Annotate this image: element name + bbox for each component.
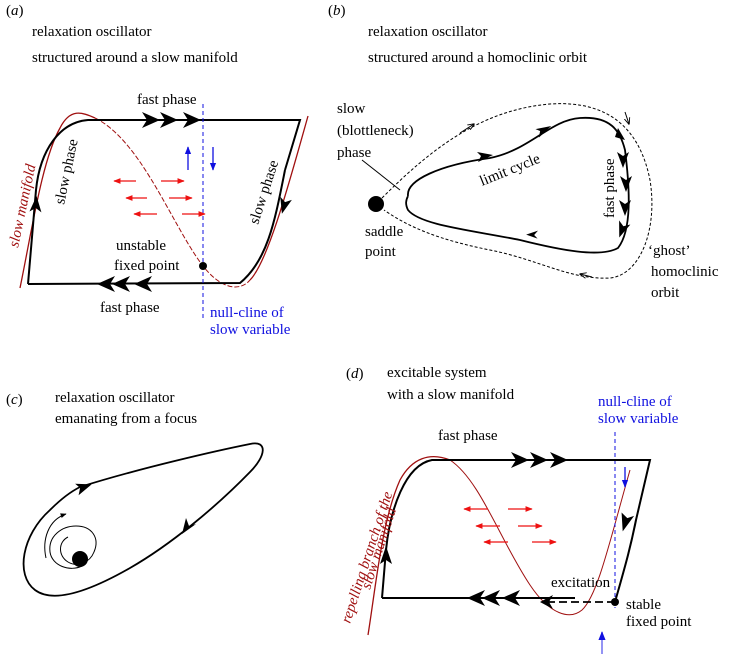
- cycle-arrow-icon: [75, 483, 92, 496]
- label-stable: stable: [626, 597, 661, 613]
- fast-arrow-icon: [97, 276, 115, 292]
- panel-b-title-line1: relaxation oscillator: [368, 24, 488, 40]
- panel-a-label: (a): [6, 3, 24, 19]
- fast-arrow-icon: [183, 112, 201, 128]
- panel-d: (d) excitable system with a slow manifol…: [320, 365, 732, 654]
- stable-fixed-point-dot: [611, 598, 619, 606]
- cycle-arrow-icon: [182, 518, 196, 534]
- orbit-arrow-icon: [459, 124, 474, 134]
- panel-d-title-line2: with a slow manifold: [387, 387, 515, 403]
- ghost-homoclinic-orbit: [381, 103, 653, 279]
- label-point: point: [365, 244, 397, 260]
- fast-arrow-icon: [619, 200, 631, 216]
- panel-a: (a) relaxation oscillator structured aro…: [0, 0, 330, 340]
- slow-arrow-up-icon: [29, 196, 42, 213]
- panel-d-label: (d): [346, 366, 364, 382]
- label-fast-phase: fast phase: [602, 158, 618, 218]
- label-ghost: ‘ghost’: [648, 243, 691, 259]
- cycle-arrow-icon: [535, 125, 552, 138]
- fast-arrow-icon: [615, 128, 625, 140]
- fast-arrow-icon: [540, 595, 553, 609]
- orbit-arrow-icon: [580, 274, 593, 277]
- slow-arrow-up-icon: [380, 546, 392, 564]
- limit-cycle: [27, 112, 302, 292]
- panel-b: (b) relaxation oscillator structured aro…: [320, 0, 732, 340]
- label-fast-phase-top: fast phase: [137, 92, 197, 108]
- cycle-arrow-icon: [477, 152, 493, 162]
- panel-b-label: (b): [328, 3, 346, 19]
- fast-arrow-icon: [617, 152, 629, 168]
- limit-cycle: [22, 442, 264, 597]
- cycle-arrow-icon: [526, 230, 538, 239]
- label-nullcline-1: null-cline of: [210, 305, 284, 321]
- label-phase: phase: [337, 145, 371, 161]
- panel-c-diagram: [22, 442, 264, 597]
- fast-arrow-icon: [619, 220, 631, 238]
- label-excitation: excitation: [551, 575, 611, 591]
- label-slow-phase-left: slow phase: [52, 137, 81, 205]
- fast-arrow-icon: [511, 452, 529, 468]
- slow-arrow-down-icon: [280, 196, 292, 214]
- label-fast-phase: fast phase: [438, 428, 498, 444]
- label-bottleneck: (blottleneck): [337, 123, 414, 139]
- label-nullcline-1: null-cline of: [598, 394, 672, 410]
- focus-point-dot: [72, 551, 88, 567]
- saddle-point-dot: [368, 196, 384, 212]
- label-nullcline-2: slow variable: [598, 411, 679, 427]
- fast-arrow-icon: [550, 452, 568, 468]
- label-orbit: orbit: [651, 285, 680, 301]
- panel-c-label: (c): [6, 392, 23, 408]
- fast-arrow-icon: [134, 276, 152, 292]
- panel-d-diagram: fast phase null-cline of slow variable r…: [339, 394, 692, 654]
- panel-d-title-line1: excitable system: [387, 365, 487, 381]
- fast-arrow-icon: [160, 112, 178, 128]
- fast-arrow-icon: [620, 176, 632, 192]
- label-unstable-2: fixed point: [114, 258, 180, 274]
- fast-flow-arrows: [463, 506, 557, 545]
- label-unstable-1: unstable: [116, 238, 166, 254]
- slow-manifold-curve: [367, 456, 631, 636]
- limit-cycle: [405, 117, 630, 254]
- fast-arrow-icon: [112, 276, 130, 292]
- panel-c-title-line2: emanating from a focus: [55, 411, 198, 427]
- spiral-arrow-icon: [44, 513, 67, 559]
- focus-spiral: [49, 525, 97, 569]
- panel-a-title-line1: relaxation oscillator: [32, 24, 152, 40]
- label-nullcline-2: slow variable: [210, 322, 291, 338]
- fast-arrow-icon: [502, 590, 520, 606]
- panel-b-diagram: slow (blottleneck) phase limit cycle fas…: [337, 101, 719, 301]
- fast-arrow-icon: [530, 452, 548, 468]
- fast-arrow-icon: [142, 112, 160, 128]
- excitation-trajectory: [380, 452, 652, 609]
- label-stable-fixed-point: fixed point: [626, 614, 692, 630]
- slow-arrow-down-icon: [621, 512, 635, 532]
- panel-a-title-line2: structured around a slow manifold: [32, 50, 238, 66]
- orbit-arrow-icon: [625, 111, 629, 124]
- panel-a-diagram: fast phase fast phase slow phase slow ph…: [6, 92, 309, 338]
- label-saddle: saddle: [365, 224, 404, 240]
- panel-b-title-line2: structured around a homoclinic orbit: [368, 50, 588, 66]
- pointer-line: [361, 159, 401, 191]
- label-slow: slow: [337, 101, 366, 117]
- panel-c: (c) relaxation oscillator emanating from…: [0, 380, 330, 654]
- fast-arrow-icon: [482, 590, 500, 606]
- label-slow-phase-right: slow phase: [247, 158, 283, 226]
- fast-flow-arrows: [113, 178, 206, 217]
- fast-arrow-icon: [467, 590, 485, 606]
- label-homoclinic: homoclinic: [651, 264, 719, 280]
- label-fast-phase-bottom: fast phase: [100, 300, 160, 316]
- panel-c-title-line1: relaxation oscillator: [55, 390, 175, 406]
- unstable-fixed-point-dot: [199, 262, 207, 270]
